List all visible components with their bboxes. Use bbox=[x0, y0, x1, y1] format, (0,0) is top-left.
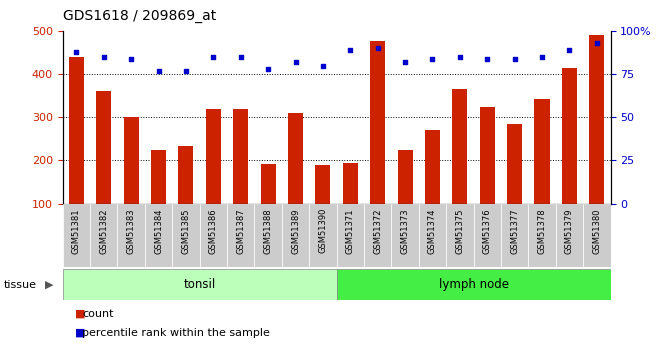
Text: GSM51386: GSM51386 bbox=[209, 208, 218, 254]
Point bbox=[482, 56, 492, 61]
Point bbox=[126, 56, 137, 61]
Point bbox=[372, 46, 383, 51]
Bar bbox=[123, 117, 139, 204]
Bar bbox=[425, 130, 440, 204]
Bar bbox=[172, 204, 200, 267]
Text: GSM51376: GSM51376 bbox=[482, 208, 492, 254]
Text: GSM51388: GSM51388 bbox=[263, 208, 273, 254]
Text: ▶: ▶ bbox=[45, 280, 53, 289]
Text: GSM51381: GSM51381 bbox=[72, 208, 81, 254]
Point bbox=[71, 49, 82, 55]
Bar bbox=[556, 204, 583, 267]
Text: GSM51380: GSM51380 bbox=[592, 208, 601, 254]
Text: tonsil: tonsil bbox=[183, 278, 216, 291]
Bar bbox=[288, 113, 303, 204]
Bar bbox=[343, 162, 358, 204]
Bar bbox=[337, 269, 610, 300]
Bar bbox=[589, 34, 605, 204]
Bar bbox=[391, 204, 418, 267]
Bar bbox=[535, 99, 550, 204]
Point bbox=[427, 56, 438, 61]
Text: GSM51390: GSM51390 bbox=[318, 208, 327, 253]
Point bbox=[455, 54, 465, 60]
Bar bbox=[145, 204, 172, 267]
Point bbox=[98, 54, 109, 60]
Text: GSM51389: GSM51389 bbox=[291, 208, 300, 254]
Point bbox=[236, 54, 246, 60]
Text: GDS1618 / 209869_at: GDS1618 / 209869_at bbox=[63, 9, 216, 23]
Bar bbox=[315, 165, 331, 204]
Text: GSM51372: GSM51372 bbox=[373, 208, 382, 254]
Bar bbox=[206, 109, 221, 204]
Bar bbox=[507, 124, 522, 204]
Bar bbox=[255, 204, 282, 267]
Point bbox=[537, 54, 547, 60]
Text: lymph node: lymph node bbox=[438, 278, 509, 291]
Bar bbox=[117, 204, 145, 267]
Point bbox=[564, 47, 575, 53]
Point bbox=[510, 56, 520, 61]
Point bbox=[208, 54, 218, 60]
Bar bbox=[90, 204, 117, 267]
Text: GSM51371: GSM51371 bbox=[346, 208, 355, 254]
Bar bbox=[69, 57, 84, 204]
Bar bbox=[370, 41, 385, 204]
Text: GSM51378: GSM51378 bbox=[537, 208, 546, 254]
Bar bbox=[337, 204, 364, 267]
Bar bbox=[63, 269, 337, 300]
Bar bbox=[199, 204, 227, 267]
Text: ■: ■ bbox=[75, 309, 85, 319]
Bar bbox=[178, 146, 193, 204]
Text: GSM51387: GSM51387 bbox=[236, 208, 246, 254]
Text: GSM51377: GSM51377 bbox=[510, 208, 519, 254]
Bar bbox=[261, 164, 276, 204]
Bar bbox=[529, 204, 556, 267]
Point bbox=[317, 63, 328, 68]
Bar bbox=[562, 68, 577, 204]
Bar bbox=[446, 204, 473, 267]
Text: GSM51384: GSM51384 bbox=[154, 208, 163, 254]
Text: ■: ■ bbox=[75, 328, 85, 338]
Text: GSM51374: GSM51374 bbox=[428, 208, 437, 254]
Text: GSM51375: GSM51375 bbox=[455, 208, 465, 254]
Point bbox=[290, 59, 301, 65]
Point bbox=[591, 40, 602, 46]
Bar bbox=[233, 109, 248, 204]
Bar bbox=[282, 204, 309, 267]
Point bbox=[153, 68, 164, 73]
Point bbox=[263, 66, 273, 72]
Text: tissue: tissue bbox=[3, 280, 36, 289]
Text: GSM51383: GSM51383 bbox=[127, 208, 136, 254]
Bar bbox=[480, 107, 495, 204]
Bar bbox=[151, 150, 166, 204]
Point bbox=[400, 59, 411, 65]
Bar bbox=[309, 204, 337, 267]
Point bbox=[181, 68, 191, 73]
Bar bbox=[364, 204, 391, 267]
Bar bbox=[397, 150, 412, 204]
Text: GSM51385: GSM51385 bbox=[182, 208, 191, 254]
Text: GSM51373: GSM51373 bbox=[401, 208, 410, 254]
Bar bbox=[418, 204, 446, 267]
Text: percentile rank within the sample: percentile rank within the sample bbox=[82, 328, 271, 338]
Text: GSM51382: GSM51382 bbox=[99, 208, 108, 254]
Text: count: count bbox=[82, 309, 114, 319]
Bar bbox=[474, 204, 501, 267]
Bar bbox=[227, 204, 255, 267]
Text: GSM51379: GSM51379 bbox=[565, 208, 574, 254]
Bar bbox=[63, 204, 90, 267]
Bar bbox=[583, 204, 611, 267]
Bar bbox=[501, 204, 529, 267]
Point bbox=[345, 47, 356, 53]
Bar bbox=[452, 89, 467, 204]
Bar bbox=[96, 90, 112, 204]
